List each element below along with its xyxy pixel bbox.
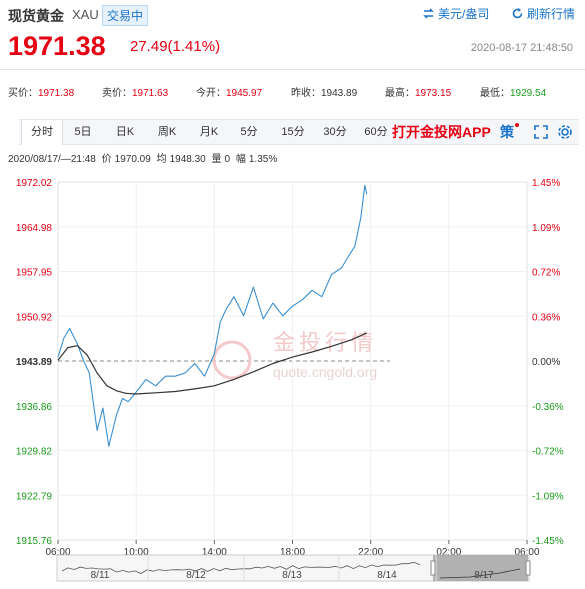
range-navigator[interactable]: 8/11 8/12 8/13 8/14 8/17 [56, 554, 531, 582]
navigator-date-label: 8/11 [91, 570, 110, 581]
navigator-date-label: 8/13 [282, 570, 302, 581]
chart-grid [57, 181, 528, 541]
refresh-button[interactable]: 刷新行情 [511, 5, 575, 22]
pct-tick-label: 0.72% [532, 268, 560, 279]
trading-status-badge: 交易中 [102, 5, 149, 26]
y-tick-label: 1972.02 [16, 178, 53, 189]
x-tick-label: 14:00 [202, 547, 227, 558]
settings-icon[interactable] [557, 124, 573, 140]
tab-5min[interactable]: 5分 [240, 126, 258, 138]
watermark-text: 金投行情 [273, 331, 377, 356]
info-amp-label: 幅 [235, 154, 246, 165]
unit-label: 美元/盎司 [438, 7, 490, 21]
tab-weekly-k[interactable]: 周K [157, 126, 177, 138]
open-app-link[interactable]: 打开金投网APP [392, 124, 491, 140]
pct-tick-label: 0.00% [532, 357, 560, 368]
y-tick-label: 1950.92 [16, 312, 53, 323]
info-avg-label: 均 [156, 154, 167, 165]
pct-tick-label: -1.09% [532, 491, 564, 502]
header-divider [0, 69, 585, 70]
price-line [57, 184, 368, 447]
x-tick-label: 18:00 [280, 547, 305, 558]
stat-low: 最低：1929.54 [480, 88, 547, 99]
navigator-window [433, 555, 528, 581]
tab-30min[interactable]: 30分 [323, 126, 347, 138]
y-tick-label: 1929.82 [16, 447, 53, 458]
x-tick-label: 06:00 [514, 547, 539, 558]
x-tick-label: 10:00 [124, 547, 149, 558]
pct-tick-label: -1.45% [532, 536, 564, 547]
price-stats: 买价：1971.38 卖价：1971.63 今开：1945.97 昨收：1943… [0, 79, 585, 101]
watermark: 金投行情 quote.cngold.org [212, 331, 377, 380]
navigator-date-label: 8/14 [377, 570, 397, 581]
instrument-symbol: XAU [72, 7, 99, 22]
x-tick-label: 06:00 [45, 547, 70, 558]
x-tick-label: 02:00 [436, 547, 461, 558]
navigator-handle-right [525, 560, 531, 576]
stat-high: 最高：1973.15 [385, 88, 452, 99]
quote-timestamp: 2020-08-17 21:48:50 [470, 42, 573, 54]
x-tick-label: 22:00 [358, 547, 383, 558]
y-tick-label: 1922.79 [16, 491, 53, 502]
pct-tick-label: -0.36% [532, 402, 564, 413]
price-change: 27.49(1.41%) [130, 38, 221, 55]
info-vol-value: 0 [224, 154, 231, 165]
strategy-button[interactable]: 策 [500, 124, 514, 140]
intraday-chart[interactable]: 金投行情 quote.cngold.org 1972.02 1964.98 1957.… [0, 165, 585, 589]
instrument-title: 现货黄金 [8, 8, 64, 24]
tab-15min[interactable]: 15分 [281, 126, 305, 138]
unit-switch-button[interactable]: 美元/盎司 [422, 5, 489, 22]
tab-5day[interactable]: 5日 [74, 126, 92, 138]
swap-icon [423, 8, 434, 19]
navigator-date-label: 8/17 [474, 570, 494, 581]
stat-bid: 买价：1971.38 [8, 88, 75, 99]
info-avg-value: 1948.30 [169, 154, 206, 165]
watermark-logo [212, 340, 252, 380]
info-price-label: 价 [101, 154, 112, 165]
notification-dot [515, 123, 519, 127]
y-axis-right: 1.45% 1.09% 0.72% 0.36% 0.00% -0.36% -0.72% -1.… [532, 178, 564, 547]
refresh-icon [512, 8, 523, 19]
info-vol-label: 量 [211, 154, 222, 165]
pct-tick-label: -0.72% [532, 447, 564, 458]
x-axis: 06:00 10:00 14:00 18:00 22:00 02:00 06:00 [45, 540, 540, 558]
stat-ask: 卖价：1971.63 [102, 88, 169, 99]
navigator-date-label: 8/12 [186, 570, 206, 581]
navigator-line [61, 561, 421, 574]
tab-monthly-k[interactable]: 月K [199, 126, 219, 138]
stat-prev-close: 昨收：1943.89 [291, 88, 358, 99]
current-price: 1971.38 [8, 31, 106, 61]
y-tick-label: 1936.86 [16, 402, 53, 413]
navigator-line-window [439, 568, 521, 579]
chart-lines [57, 184, 368, 447]
tab-60min[interactable]: 60分 [364, 126, 388, 138]
y-axis-left: 1972.02 1964.98 1957.95 1950.92 1943.89 1936.… [16, 178, 53, 547]
quote-header: 现货黄金 XAU 交易中 美元/盎司 刷新行情 1971.38 27.49(1.… [0, 0, 585, 68]
y-tick-label: 1964.98 [16, 223, 53, 234]
pct-tick-label: 1.09% [532, 223, 560, 234]
watermark-url: quote.cngold.org [273, 364, 377, 380]
info-amp-value: 1.35% [248, 154, 278, 165]
tab-intraday[interactable]: 分时 [21, 120, 63, 145]
fullscreen-icon[interactable] [533, 124, 549, 140]
info-price-value: 1970.09 [114, 154, 151, 165]
tab-daily-k[interactable]: 日K [115, 126, 135, 138]
info-datetime: 2020/08/17/—21:48 [8, 154, 96, 165]
period-tabs: 分时 5日 日K 周K 月K 5分 15分 30分 60分 打开金投网APP 策 [19, 119, 579, 145]
y-tick-label: 1915.76 [16, 536, 53, 547]
average-line [57, 332, 368, 395]
y-tick-label: 1943.89 [16, 357, 53, 368]
stat-open: 今开：1945.97 [196, 88, 263, 99]
refresh-label: 刷新行情 [527, 7, 576, 21]
navigator-handle-left [430, 560, 436, 576]
pct-tick-label: 1.45% [532, 178, 560, 189]
pct-tick-label: 0.36% [532, 312, 560, 323]
y-tick-label: 1957.95 [16, 268, 53, 279]
